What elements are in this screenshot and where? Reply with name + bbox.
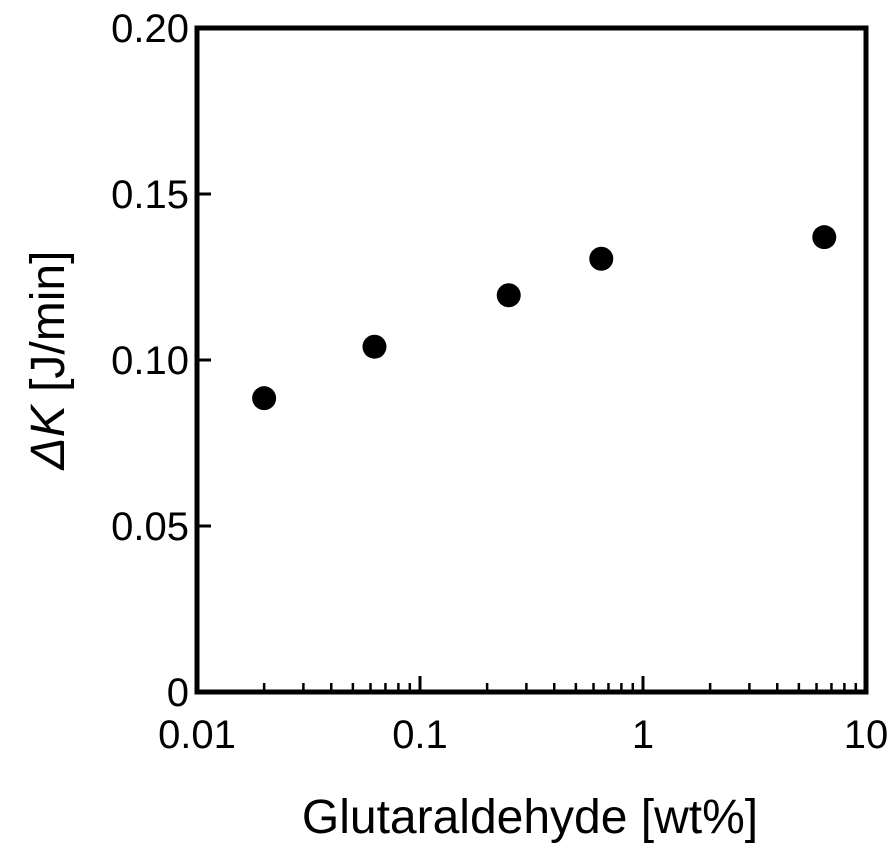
x-tick-label: 0.01 — [158, 713, 236, 757]
plot-frame — [194, 25, 869, 695]
y-tick-label: 0.05 — [111, 505, 189, 549]
y-tick-label: 0 — [167, 671, 189, 715]
x-axis-label: Glutaraldehyde [wt%] — [302, 791, 758, 843]
data-points — [252, 225, 837, 411]
y-axis-symbol: ΔK — [22, 403, 75, 470]
y-tick-label: 0.20 — [111, 7, 189, 51]
data-point — [496, 283, 521, 308]
data-point — [589, 246, 614, 271]
x-tick-label: 1 — [632, 713, 654, 757]
y-tick-label: 0.10 — [111, 339, 189, 383]
y-axis-unit: [J/min] — [22, 251, 75, 406]
y-tick-label: 0.15 — [111, 173, 189, 217]
x-axis-ticks: 0.01 0.1 1 10 — [158, 676, 888, 757]
data-point — [362, 334, 387, 359]
x-tick-label: 0.1 — [392, 713, 448, 757]
data-point — [812, 225, 837, 250]
y-axis-ticks: 0 0.05 0.10 0.15 0.20 — [111, 7, 211, 715]
y-axis-label: ΔK [J/min] — [22, 251, 75, 471]
data-point — [252, 386, 277, 411]
x-tick-label: 10 — [844, 713, 889, 757]
